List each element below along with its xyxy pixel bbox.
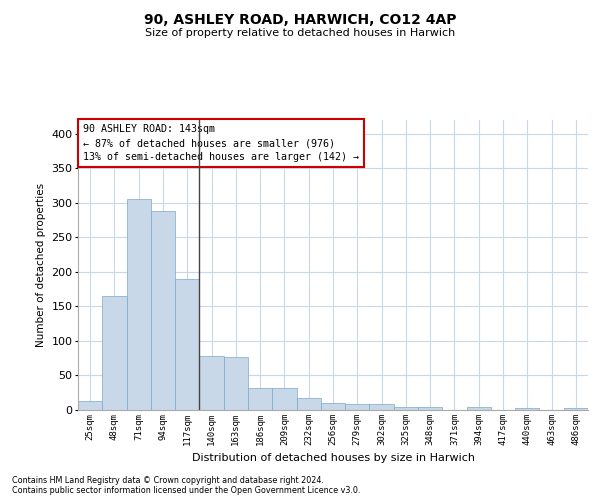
Bar [127,200,151,410]
Text: Contains HM Land Registry data © Crown copyright and database right 2024.: Contains HM Land Registry data © Crown c… [12,476,324,485]
Bar [515,408,539,410]
Bar [102,296,127,410]
Bar [78,401,102,410]
Y-axis label: Number of detached properties: Number of detached properties [36,183,46,347]
Bar [151,211,175,410]
Text: 90 ASHLEY ROAD: 143sqm
← 87% of detached houses are smaller (976)
13% of semi-de: 90 ASHLEY ROAD: 143sqm ← 87% of detached… [83,124,359,162]
X-axis label: Distribution of detached houses by size in Harwich: Distribution of detached houses by size … [191,454,475,464]
Bar [296,398,321,410]
Text: Contains public sector information licensed under the Open Government Licence v3: Contains public sector information licen… [12,486,361,495]
Bar [345,404,370,410]
Bar [272,388,296,410]
Bar [394,406,418,410]
Bar [418,406,442,410]
Bar [370,404,394,410]
Bar [467,407,491,410]
Bar [321,403,345,410]
Bar [224,357,248,410]
Text: 90, ASHLEY ROAD, HARWICH, CO12 4AP: 90, ASHLEY ROAD, HARWICH, CO12 4AP [144,12,456,26]
Bar [175,279,199,410]
Bar [564,408,588,410]
Bar [199,356,224,410]
Text: Size of property relative to detached houses in Harwich: Size of property relative to detached ho… [145,28,455,38]
Bar [248,388,272,410]
